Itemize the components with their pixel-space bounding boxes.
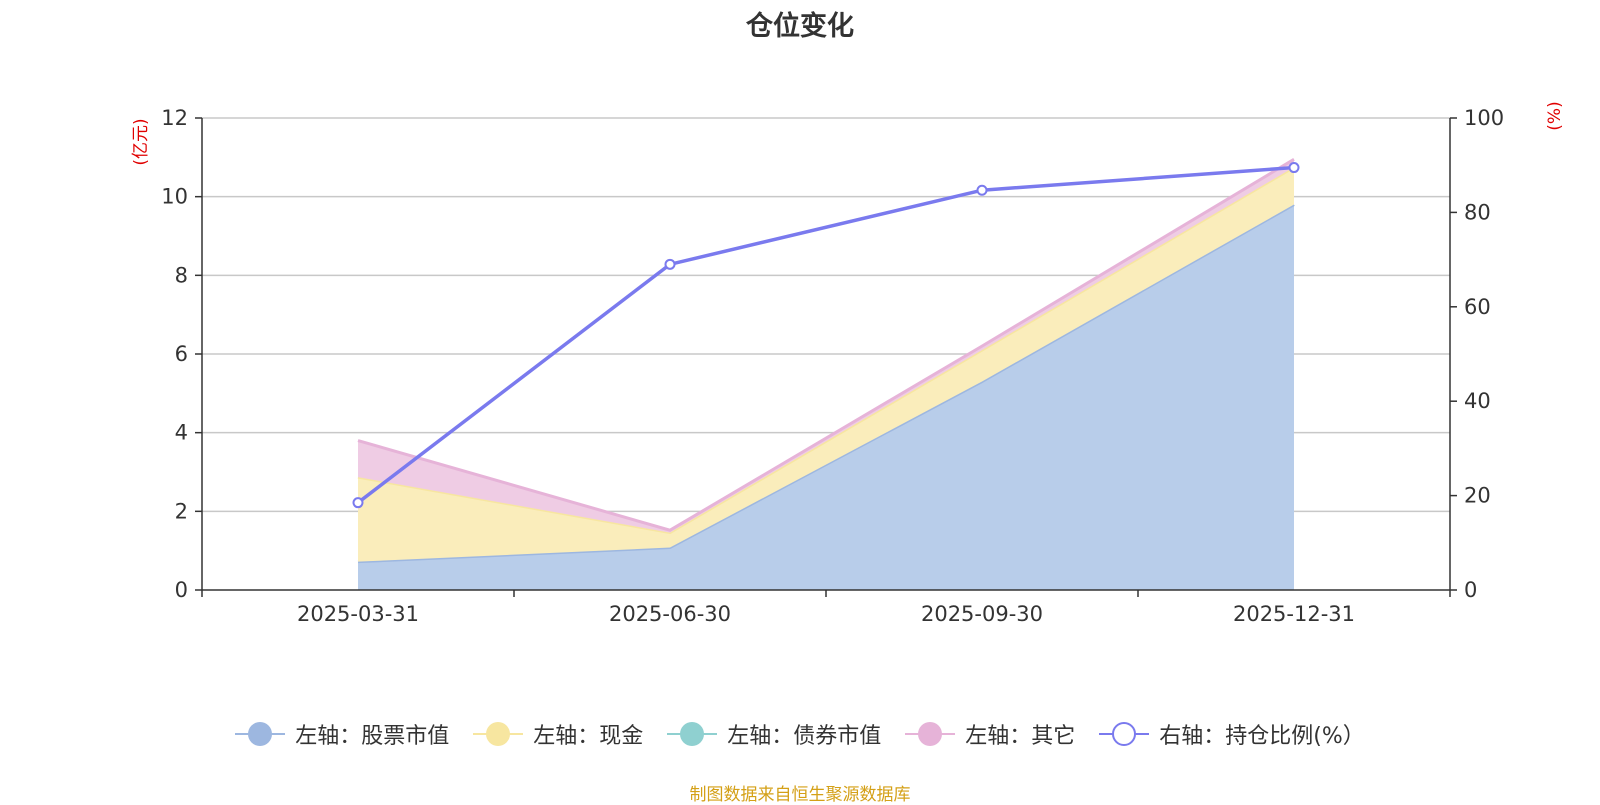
legend-label-1: 左轴：现金 [533,724,644,749]
left-tick-label-0: 0 [175,578,188,602]
right-axis-unit: (%) [1545,101,1565,130]
legend-label-2: 左轴：债券市值 [727,724,882,749]
area-series-0 [358,204,1294,591]
stacked-areas [357,158,1295,591]
left-tick-label-6: 6 [175,342,188,366]
x-tick-label-1: 2025-06-30 [609,602,731,626]
ratio-point-1 [664,258,676,270]
right-tick-label-40: 40 [1464,389,1491,413]
left-tick-label-8: 8 [175,263,188,287]
area-series-1 [358,167,1294,562]
ratio-line-path [356,165,1295,505]
legend-item-1[interactable]: 左轴：现金 [473,718,643,750]
left-tick-label-2: 2 [175,499,188,523]
right-tick-label-100: 100 [1464,106,1504,130]
legend-label-4: 右轴：持仓比例(%） [1159,724,1365,749]
legend-label-3: 左轴：其它 [965,724,1076,749]
data-source-note: 制图数据来自恒生聚源数据库 [689,785,911,805]
right-tick-label-0: 0 [1464,578,1477,602]
legend-item-2[interactable]: 左轴：债券市值 [667,718,881,750]
legend-item-3[interactable]: 左轴：其它 [905,718,1075,750]
right-tick-label-60: 60 [1464,295,1491,319]
legend-swatch-0 [235,721,286,747]
x-tick-label-3: 2025-12-31 [1233,602,1355,626]
chart-title: 仓位变化 [746,11,854,42]
left-tick-label-4: 4 [175,421,188,445]
legend: 左轴：股票市值 左轴：现金 左轴：债券市值 左轴：其它 右轴：持仓比例(%） [0,718,1600,750]
ratio-line [352,162,1300,509]
left-tick-label-10: 10 [161,185,188,209]
legend-item-4[interactable]: 右轴：持仓比例(%） [1099,718,1365,750]
x-tick-label-2: 2025-09-30 [921,602,1043,626]
left-tick-label-12: 12 [161,106,188,130]
left-axis-unit: (亿元) [131,118,151,165]
area-edge-series-3 [357,158,1295,532]
ratio-point-0 [352,497,364,509]
legend-swatch-2 [667,721,718,747]
axes: 0 2 4 6 8 10 12 0 20 40 60 80 100 2025-03-31 2025-06-3… [131,101,1565,626]
ratio-point-3 [1288,162,1300,174]
legend-swatch-4 [1099,721,1150,747]
legend-swatch-1 [473,721,524,747]
x-tick-label-0: 2025-03-31 [297,602,419,626]
legend-item-0[interactable]: 左轴：股票市值 [235,718,449,750]
ratio-point-2 [976,184,988,196]
right-tick-label-80: 80 [1464,200,1491,224]
legend-label-0: 左轴：股票市值 [295,724,450,749]
right-tick-label-20: 20 [1464,484,1491,508]
legend-swatch-3 [905,721,956,747]
